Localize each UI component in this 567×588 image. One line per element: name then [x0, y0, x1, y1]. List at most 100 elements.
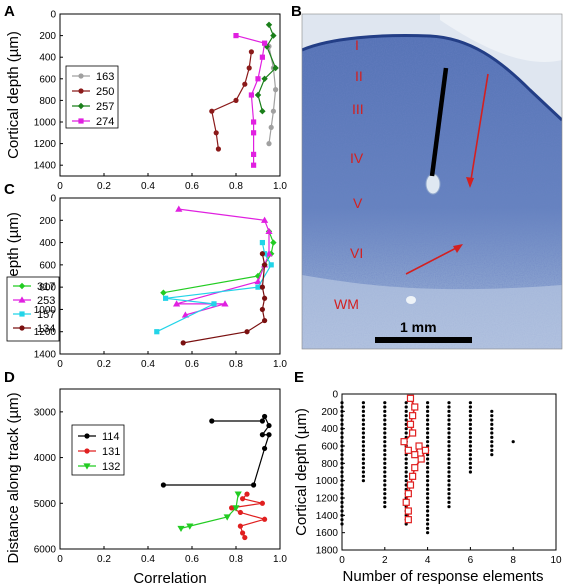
- panel-e-point: [447, 401, 451, 405]
- electrode-track-line: [429, 67, 449, 177]
- panel-c-ytick-label: 200: [39, 216, 56, 227]
- panel-d-point-131: [229, 505, 235, 511]
- panel-d-point-132: [223, 514, 231, 521]
- surface-debris: [440, 14, 562, 62]
- panel-a-point-257: [254, 91, 262, 99]
- panel-e-point: [340, 483, 344, 487]
- panel-e-point: [404, 466, 408, 470]
- panel-e-point: [468, 435, 472, 439]
- panel-c-point-134: [180, 340, 186, 346]
- panel-d-point-114: [266, 432, 272, 438]
- panel-a-xtick-label: 0.4: [141, 181, 155, 192]
- panel-e-mean-point: [411, 451, 419, 459]
- panel-d-point-131: [259, 500, 265, 506]
- panel-e-point: [383, 466, 387, 470]
- panel-e-point: [426, 470, 430, 474]
- panel-e-point: [447, 466, 451, 470]
- panel-d-point-114: [259, 432, 265, 438]
- panel-e-point: [468, 414, 472, 418]
- panel-c-point-157: [211, 301, 217, 307]
- panel-d-legend-label-131: 131: [102, 446, 120, 458]
- panel-e-mean-point: [406, 420, 415, 428]
- panel-d-ytick-label: 6000: [34, 545, 57, 556]
- panel-c-series-line-134: [183, 253, 266, 344]
- panel-e-xlabel: Number of response elements: [343, 568, 544, 585]
- panel-e-point: [383, 435, 387, 439]
- panel-c-ytick-label: 400: [39, 238, 56, 249]
- panel-a-xtick-label: 1.0: [273, 181, 287, 192]
- panel-e-point: [340, 435, 344, 439]
- panel-e-point: [447, 444, 451, 448]
- panel-e-point: [361, 422, 365, 426]
- panel-e-point: [426, 526, 430, 530]
- layer-label-6: VI: [350, 245, 363, 261]
- panel-e-point: [383, 492, 387, 496]
- panel-e-ytick-label: 1600: [316, 528, 339, 539]
- panel-e-point: [404, 461, 408, 465]
- panel-a-point-257: [261, 75, 268, 82]
- panel-e-point: [447, 418, 451, 422]
- panel-e-point: [340, 466, 344, 470]
- panel-c-point-157: [268, 262, 274, 268]
- panel-a-point-274: [262, 40, 268, 46]
- panel-e-point: [490, 427, 494, 431]
- panel-a-ytick-label: 1000: [34, 118, 57, 129]
- panel-e-xtick-label: 6: [468, 555, 474, 566]
- panel-e-point: [383, 470, 387, 474]
- panel-e-mean-point: [411, 403, 419, 411]
- panel-d-point-131: [244, 491, 250, 497]
- panel-e-point: [447, 474, 451, 478]
- panel-e-point: [511, 440, 515, 444]
- panel-e-point: [426, 483, 430, 487]
- panel-a-point-257: [259, 108, 266, 115]
- panel-c-xtick-label: 0.2: [97, 359, 111, 370]
- panel-e-mean-point: [421, 446, 430, 454]
- panel-d-point-131: [242, 534, 248, 541]
- panel-d-point-132: [234, 491, 242, 498]
- panel-a-point-274: [255, 76, 261, 82]
- panel-a-legend: 163 250 257 274: [65, 65, 119, 129]
- panel-e-point: [447, 414, 451, 418]
- panel-e-point: [404, 470, 408, 474]
- panel-e-point: [490, 418, 494, 422]
- panel-e-point: [468, 453, 472, 457]
- panel-e-point: [468, 461, 472, 465]
- panel-e-point: [468, 427, 472, 431]
- panel-d-legend-marker-114: [84, 433, 90, 439]
- track-arrow-1-head: [466, 177, 474, 188]
- panel-e-point: [340, 440, 344, 444]
- panel-a-legend-marker-163: [78, 73, 84, 79]
- panel-c-point-253: [254, 277, 262, 285]
- panel-e-point: [383, 483, 387, 487]
- panel-e-point: [340, 457, 344, 461]
- panel-e-point: [340, 422, 344, 426]
- panel-e-point: [340, 492, 344, 496]
- white-matter: [302, 275, 562, 349]
- panel-e-point: [447, 479, 451, 483]
- panel-d-xtick-label: 0.6: [185, 554, 199, 565]
- panel-e-mean-point: [417, 455, 425, 463]
- panel-c-xtick-label: 0: [57, 359, 63, 370]
- panel-c-legend-label-253: 253: [37, 295, 55, 307]
- panel-c-xtick-label: 0.6: [185, 359, 199, 370]
- panel-e-point: [447, 492, 451, 496]
- panel-c-point-157: [259, 239, 265, 246]
- panel-e-point: [426, 492, 430, 496]
- panel-e-mean-point: [409, 429, 417, 437]
- panel-e-point: [426, 440, 430, 444]
- panel-d-point-132: [232, 505, 240, 512]
- panel-e-mean-point: [404, 446, 412, 454]
- panel-e-ytick-label: 600: [321, 442, 338, 453]
- panel-e-point: [383, 427, 387, 431]
- panel-d-ytick-label: 3000: [34, 407, 57, 418]
- panel-e-point: [361, 409, 365, 413]
- panel-a-point-250: [248, 49, 254, 55]
- panel-e-ytick-label: 1200: [316, 494, 339, 505]
- panel-c-ytick-label: 600: [39, 260, 56, 271]
- panel-e-point: [340, 509, 344, 513]
- panel-e-point: [447, 422, 451, 426]
- panel-e-point: [340, 414, 344, 418]
- panel-e-point: [383, 461, 387, 465]
- panel-e-xtick-label: 4: [425, 555, 431, 566]
- panel-e-point: [468, 440, 472, 444]
